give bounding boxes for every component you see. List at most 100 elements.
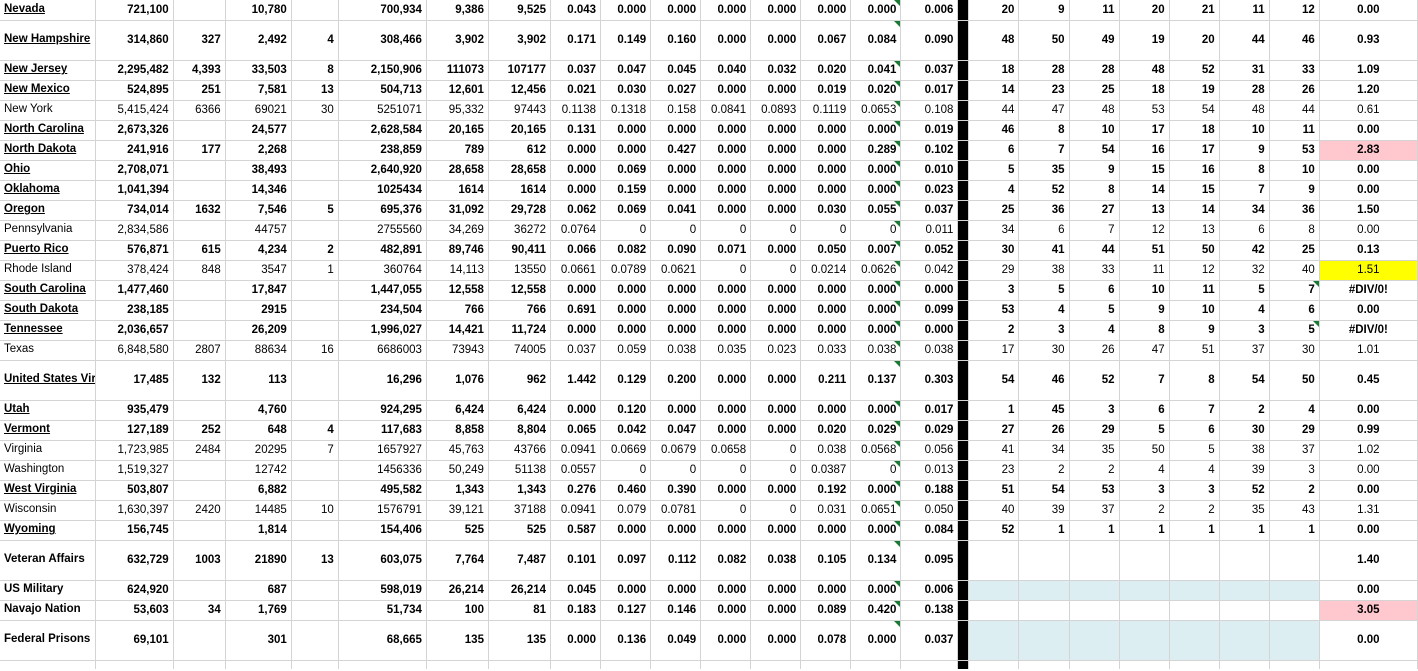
cell-rate-summary[interactable]: 0.013 xyxy=(900,460,959,481)
cell-count[interactable]: 2 xyxy=(291,240,339,261)
cell-ratio[interactable]: #DIV/0! xyxy=(1319,280,1418,301)
cell-rank[interactable]: 1 xyxy=(1219,520,1270,541)
cell-rate[interactable]: 0.066 xyxy=(550,240,602,261)
cell-rank[interactable] xyxy=(1219,620,1270,661)
cell-rate[interactable]: 0.082 xyxy=(700,540,752,581)
cell-count[interactable] xyxy=(291,360,339,401)
cell-rank[interactable]: 48 xyxy=(1069,100,1120,121)
cell-rank[interactable]: 3 xyxy=(1169,480,1220,501)
cell-rate[interactable]: 0.000 xyxy=(850,520,902,541)
cell-count[interactable]: 252 xyxy=(173,420,226,441)
cell-rate[interactable]: 0.019 xyxy=(800,80,852,101)
cell-ratio[interactable]: 1.40 xyxy=(1319,540,1418,581)
cell-rate[interactable]: 0.000 xyxy=(800,160,852,181)
cell-rate-summary[interactable]: 0.023 xyxy=(900,180,959,201)
cell-rate[interactable]: 0.000 xyxy=(850,480,902,501)
cell-rank[interactable]: 5 xyxy=(968,160,1020,181)
cell-count[interactable] xyxy=(291,180,339,201)
cell-count[interactable]: 5,415,424 xyxy=(95,100,174,121)
cell-rate[interactable]: 0.691 xyxy=(550,300,602,321)
cell-rate[interactable]: 0.000 xyxy=(750,360,802,401)
cell-count[interactable]: 13550 xyxy=(488,260,552,281)
cell-rank[interactable]: 20 xyxy=(1119,0,1170,21)
cell-rank[interactable]: 37 xyxy=(1219,340,1270,361)
cell-count[interactable]: 1,041,394 xyxy=(95,180,174,201)
cell-rate[interactable]: 0.084 xyxy=(850,20,902,61)
cell-rate[interactable]: 0.000 xyxy=(850,120,902,141)
cell-rate-summary[interactable]: 0.052 xyxy=(900,240,959,261)
cell-rate[interactable]: 0.049 xyxy=(650,620,702,661)
cell-count[interactable]: 2420 xyxy=(173,500,226,521)
cell-rank[interactable]: 44 xyxy=(1219,20,1270,61)
cell-rate[interactable]: 0.1138 xyxy=(550,100,602,121)
cell-rank[interactable]: 16 xyxy=(1169,160,1220,181)
cell-count[interactable]: 648 xyxy=(225,420,292,441)
cell-rank[interactable]: 33 xyxy=(1269,60,1320,81)
cell-rank[interactable]: 44 xyxy=(1069,240,1120,261)
cell-count[interactable]: 2,150,906 xyxy=(338,60,427,81)
table-row[interactable]: Oklahoma 1,041,394 14,346 1025434 1614 1614 0.… xyxy=(0,180,1418,201)
cell-rate[interactable]: 0.0941 xyxy=(550,440,602,461)
cell-rank[interactable]: 9 xyxy=(1119,300,1170,321)
cell-rate[interactable]: 0.000 xyxy=(550,320,602,341)
cell-count[interactable]: 6686003 xyxy=(338,340,427,361)
cell-rank[interactable]: 26 xyxy=(1269,80,1320,101)
cell-rate[interactable]: 0.420 xyxy=(850,600,902,621)
cell-rate[interactable]: 0.000 xyxy=(700,120,752,141)
cell-rank[interactable]: 39 xyxy=(1018,500,1070,521)
cell-count[interactable]: 1,769 xyxy=(225,600,292,621)
cell-count[interactable]: 598,019 xyxy=(338,580,427,601)
cell-rate[interactable]: 0.0941 xyxy=(550,500,602,521)
row-header-puerto-rico[interactable]: Puerto Rico xyxy=(0,240,96,261)
cell-rate[interactable]: 0.000 xyxy=(700,300,752,321)
cell-rank[interactable]: 20 xyxy=(968,0,1020,21)
cell-ratio[interactable]: 0.00 xyxy=(1319,160,1418,181)
cell-rate[interactable]: 0.460 xyxy=(600,480,652,501)
cell-rate[interactable]: 0.000 xyxy=(850,400,902,421)
cell-rate[interactable]: 0.000 xyxy=(650,160,702,181)
cell-rate-summary[interactable]: 0.037 xyxy=(900,620,959,661)
table-row[interactable]: United States Virgin Islands17,485132113… xyxy=(0,360,1418,401)
cell-rate[interactable]: 0 xyxy=(850,460,902,481)
cell-rank[interactable]: 5 xyxy=(1069,300,1120,321)
cell-rank[interactable]: 53 xyxy=(1269,140,1320,161)
cell-rate[interactable]: 0.000 xyxy=(700,580,752,601)
row-header-veteran-affairs[interactable]: Veteran Affairs xyxy=(0,540,96,581)
cell-rank[interactable]: 12 xyxy=(1119,220,1170,241)
cell-count[interactable]: 1,477,460 xyxy=(95,280,174,301)
cell-count[interactable]: 53,603 xyxy=(95,600,174,621)
cell-rank[interactable]: 10 xyxy=(1169,300,1220,321)
cell-count[interactable] xyxy=(291,300,339,321)
cell-count[interactable] xyxy=(291,600,339,621)
table-row[interactable]: Rhode Island 378,424 848 3547 1 360764 14,113 1… xyxy=(0,260,1418,281)
cell-count[interactable]: 37188 xyxy=(488,500,552,521)
cell-rate-summary[interactable]: 0.037 xyxy=(900,200,959,221)
row-header-navajo-nation[interactable]: Navajo Nation xyxy=(0,600,96,621)
cell-count[interactable]: 612 xyxy=(488,140,552,161)
cell-rank[interactable]: 6 xyxy=(1069,280,1120,301)
row-header-oregon[interactable]: Oregon xyxy=(0,200,96,221)
cell-count[interactable]: 16,296 xyxy=(338,360,427,401)
cell-rank[interactable]: 14 xyxy=(1119,180,1170,201)
row-header-south-dakota[interactable]: South Dakota xyxy=(0,300,96,321)
row-header-pennsylvania[interactable]: Pennsylvania xyxy=(0,220,96,241)
cell-count[interactable] xyxy=(291,120,339,141)
row-header-nevada[interactable]: Nevada xyxy=(0,0,96,21)
cell-count[interactable]: 7 xyxy=(291,440,339,461)
cell-rank[interactable]: 5 xyxy=(1169,440,1220,461)
cell-count[interactable]: 17,847 xyxy=(225,280,292,301)
cell-rate[interactable]: 0.000 xyxy=(650,120,702,141)
cell-rate[interactable]: 0.000 xyxy=(750,420,802,441)
cell-rate-summary[interactable]: 0.102 xyxy=(900,140,959,161)
cell-count[interactable]: 4,760 xyxy=(225,400,292,421)
cell-count[interactable]: 113 xyxy=(225,360,292,401)
cell-rank[interactable]: 27 xyxy=(1069,200,1120,221)
cell-rank[interactable] xyxy=(1069,540,1120,581)
cell-count[interactable]: 20,165 xyxy=(426,120,489,141)
cell-rate[interactable]: 0.038 xyxy=(850,340,902,361)
cell-rank[interactable]: 35 xyxy=(1069,440,1120,461)
cell-count[interactable]: 68,665 xyxy=(338,620,427,661)
cell-rank[interactable]: 38 xyxy=(1219,440,1270,461)
cell-empty[interactable] xyxy=(650,660,702,669)
cell-count[interactable]: 3,902 xyxy=(426,20,489,61)
